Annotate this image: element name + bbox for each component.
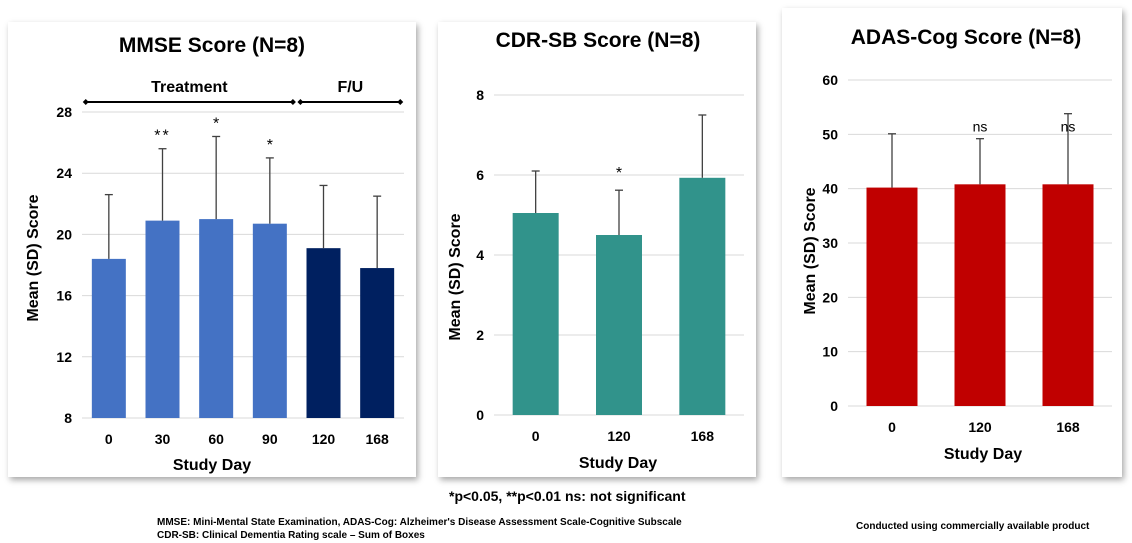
y-tick-label: 20 (56, 226, 72, 242)
y-tick-label: 0 (476, 407, 484, 423)
x-axis-label: Study Day (173, 457, 251, 474)
y-tick-label: 28 (56, 104, 72, 120)
x-tick-label: 60 (208, 431, 224, 447)
significance-annotation: ns (973, 119, 988, 135)
y-axis-label: Mean (SD) Score (802, 187, 819, 314)
y-tick-label: 10 (822, 344, 838, 360)
x-tick-label: 0 (532, 428, 540, 444)
x-tick-label: 120 (968, 419, 992, 435)
y-axis-label: Mean (SD) Score (447, 213, 464, 340)
x-tick-label: 168 (1056, 419, 1080, 435)
y-tick-label: 6 (476, 167, 484, 183)
x-tick-label: 120 (607, 428, 631, 444)
bracket-end (289, 99, 296, 105)
significance-annotation: ns (1061, 119, 1076, 135)
y-tick-label: 16 (56, 288, 72, 304)
significance-annotation: ** (154, 128, 170, 145)
adas-cog-chart-panel: ADAS-Cog Score (N=8) Study Day Mean (SD)… (782, 8, 1122, 477)
chart-title: MMSE Score (N=8) (119, 34, 305, 57)
significance-annotation: * (213, 115, 219, 132)
y-tick-label: 8 (476, 87, 484, 103)
y-tick-label: 2 (476, 327, 484, 343)
bar (596, 235, 642, 415)
chart-title: ADAS-Cog Score (N=8) (851, 26, 1081, 49)
bar (145, 220, 180, 418)
bar (252, 223, 287, 418)
y-tick-label: 20 (822, 289, 838, 305)
significance-annotation: * (616, 165, 622, 182)
bar (306, 248, 341, 418)
x-tick-label: 90 (262, 431, 278, 447)
bracket-end (297, 99, 304, 105)
x-tick-label: 168 (365, 431, 389, 447)
bar (954, 184, 1006, 406)
x-tick-label: 0 (105, 431, 113, 447)
bracket-end (397, 99, 404, 105)
cdr-sb-chart-panel: CDR-SB Score (N=8) Study Day Mean (SD) S… (438, 22, 756, 477)
significance-annotation: * (267, 137, 273, 154)
x-tick-label: 30 (155, 431, 171, 447)
cdr-sb-chart: CDR-SB Score (N=8) Study Day Mean (SD) S… (447, 29, 744, 472)
mmse-chart: MMSE Score (N=8) Study Day Mean (SD) Sco… (25, 34, 404, 474)
x-tick-label: 120 (312, 431, 336, 447)
y-tick-label: 50 (822, 126, 838, 142)
bar (360, 268, 395, 418)
x-tick-label: 168 (691, 428, 715, 444)
y-tick-label: 0 (830, 398, 838, 414)
y-tick-label: 8 (64, 410, 72, 426)
conducted-note: Conducted using commercially available p… (856, 521, 1090, 532)
bracket-label: Treatment (151, 79, 228, 96)
bar (199, 219, 234, 418)
bar (866, 187, 918, 406)
mmse-chart-panel: MMSE Score (N=8) Study Day Mean (SD) Sco… (8, 22, 416, 477)
chart-title: CDR-SB Score (N=8) (496, 29, 701, 52)
x-axis-label: Study Day (944, 446, 1022, 463)
x-tick-label: 0 (888, 419, 896, 435)
y-tick-label: 60 (822, 72, 838, 88)
y-axis-label: Mean (SD) Score (25, 194, 42, 321)
x-axis-label: Study Day (579, 455, 657, 472)
significance-footnote: *p<0.05, **p<0.01 ns: not significant (449, 488, 686, 504)
y-tick-label: 30 (822, 235, 838, 251)
bracket-label: F/U (337, 79, 363, 96)
bracket-end (82, 99, 89, 105)
bar (512, 213, 559, 415)
bar (679, 177, 726, 415)
adas-cog-chart: ADAS-Cog Score (N=8) Study Day Mean (SD)… (802, 26, 1112, 463)
abbreviation-footnote-1: MMSE: Mini-Mental State Examination, ADA… (157, 517, 682, 528)
y-tick-label: 12 (56, 349, 72, 365)
y-tick-label: 4 (476, 247, 484, 263)
abbreviation-footnote-2: CDR-SB: Clinical Dementia Rating scale –… (157, 530, 425, 541)
bar (91, 258, 126, 418)
bar (1042, 184, 1094, 406)
y-tick-label: 24 (56, 165, 72, 181)
y-tick-label: 40 (822, 181, 838, 197)
